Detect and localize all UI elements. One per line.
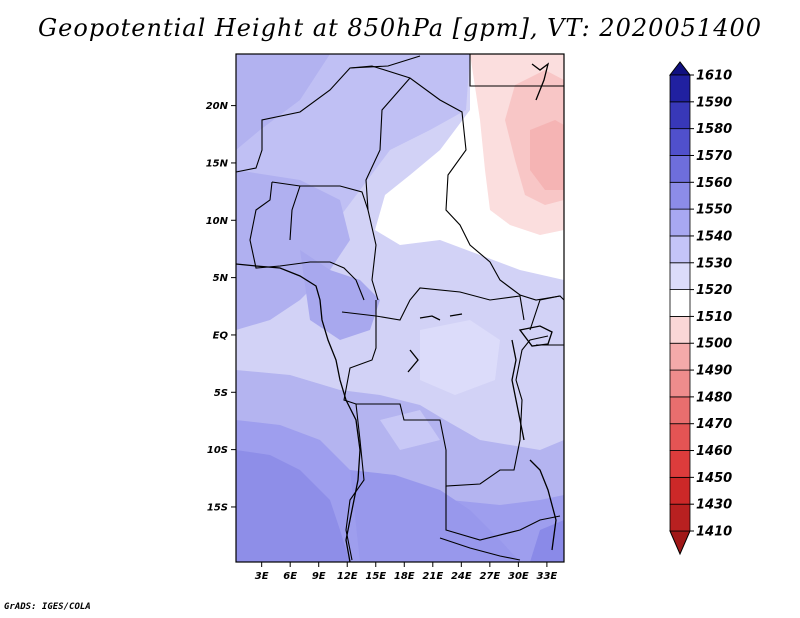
map-figure: 20N 15N 10N 5N EQ 5S 10S 15S 3E 6E 9E 12E 15E 18E 21E… (206, 53, 732, 582)
colorbar-label: 1470 (696, 417, 732, 432)
lon-tick-label: 18E (394, 571, 415, 582)
colorbar-label: 1590 (696, 95, 732, 110)
lat-tick-label: 10N (206, 216, 229, 227)
colorbar-swatch (669, 476, 691, 505)
colorbar-swatch (669, 128, 691, 156)
lon-tick-label: 27E (479, 571, 500, 582)
lat-tick-label: EQ (213, 330, 229, 341)
lon-tick-label: 9E (312, 571, 326, 582)
colorbar-swatch (669, 262, 691, 290)
country-borders (236, 54, 564, 561)
colorbar: 1410 1430 1450 1460 1470 1480 1490 1500 1510 1520… (668, 61, 732, 556)
colorbar-label: 1530 (696, 256, 732, 271)
lon-tick-label: 3E (255, 571, 269, 582)
colorbar-swatch (669, 181, 691, 210)
colorbar-swatch (669, 423, 691, 451)
colorbar-swatch (669, 155, 691, 183)
plot-frame (235, 53, 565, 563)
colorbar-swatch (669, 450, 691, 478)
geopotential-field (236, 54, 564, 562)
colorbar-swatch (669, 74, 691, 103)
colorbar-label: 1450 (696, 471, 732, 486)
colorbar-label: 1520 (696, 283, 732, 298)
colorbar-swatch (669, 316, 691, 344)
colorbar-label: 1480 (696, 390, 732, 405)
coastline (236, 62, 557, 562)
colorbar-label: 1500 (696, 337, 732, 352)
colorbar-swatch (669, 208, 691, 237)
lon-tick-label: 12E (337, 571, 358, 582)
lon-tick-label: 33E (537, 571, 558, 582)
lon-tick-label: 6E (283, 571, 297, 582)
colorbar-label: 1570 (696, 149, 732, 164)
lat-tick-label: 5N (213, 273, 229, 284)
colorbar-label: 1610 (696, 69, 732, 84)
colorbar-overflow-low (669, 530, 691, 556)
colorbar-label: 1410 (696, 525, 732, 540)
lon-tick-label: 21E (422, 571, 443, 582)
colorbar-label: 1510 (696, 310, 732, 325)
map-title: Geopotential Height at 850hPa [gpm], VT:… (38, 14, 762, 42)
colorbar-swatch (669, 289, 691, 317)
latitude-axis: 20N 15N 10N 5N EQ 5S 10S 15S (206, 101, 236, 513)
colorbar-swatch (669, 235, 691, 264)
lon-tick-label: 15E (365, 571, 386, 582)
colorbar-label: 1430 (696, 498, 732, 513)
lat-tick-label: 5S (214, 388, 228, 399)
lat-tick-label: 10S (207, 445, 228, 456)
colorbar-swatch (669, 503, 691, 532)
colorbar-label: 1490 (696, 364, 732, 379)
lon-tick-label: 30E (508, 571, 529, 582)
colorbar-label: 1460 (696, 444, 732, 459)
colorbar-swatch (669, 101, 691, 130)
colorbar-label: 1540 (696, 229, 732, 244)
grads-credit: GrADS: IGES/COLA (4, 602, 91, 612)
colorbar-label: 1560 (696, 176, 732, 191)
colorbar-swatch (669, 396, 691, 425)
lon-tick-label: 24E (451, 571, 472, 582)
lat-tick-label: 15S (207, 502, 228, 513)
colorbar-overflow-high (668, 61, 692, 76)
colorbar-swatch (669, 369, 691, 398)
colorbar-label: 1550 (696, 203, 732, 218)
colorbar-label: 1580 (696, 122, 732, 137)
lat-tick-label: 20N (206, 101, 229, 112)
colorbar-swatch (669, 342, 691, 371)
lat-tick-label: 15N (206, 158, 229, 169)
longitude-axis: 3E 6E 9E 12E 15E 18E 21E 24E 27E 30E 33E (255, 562, 558, 582)
